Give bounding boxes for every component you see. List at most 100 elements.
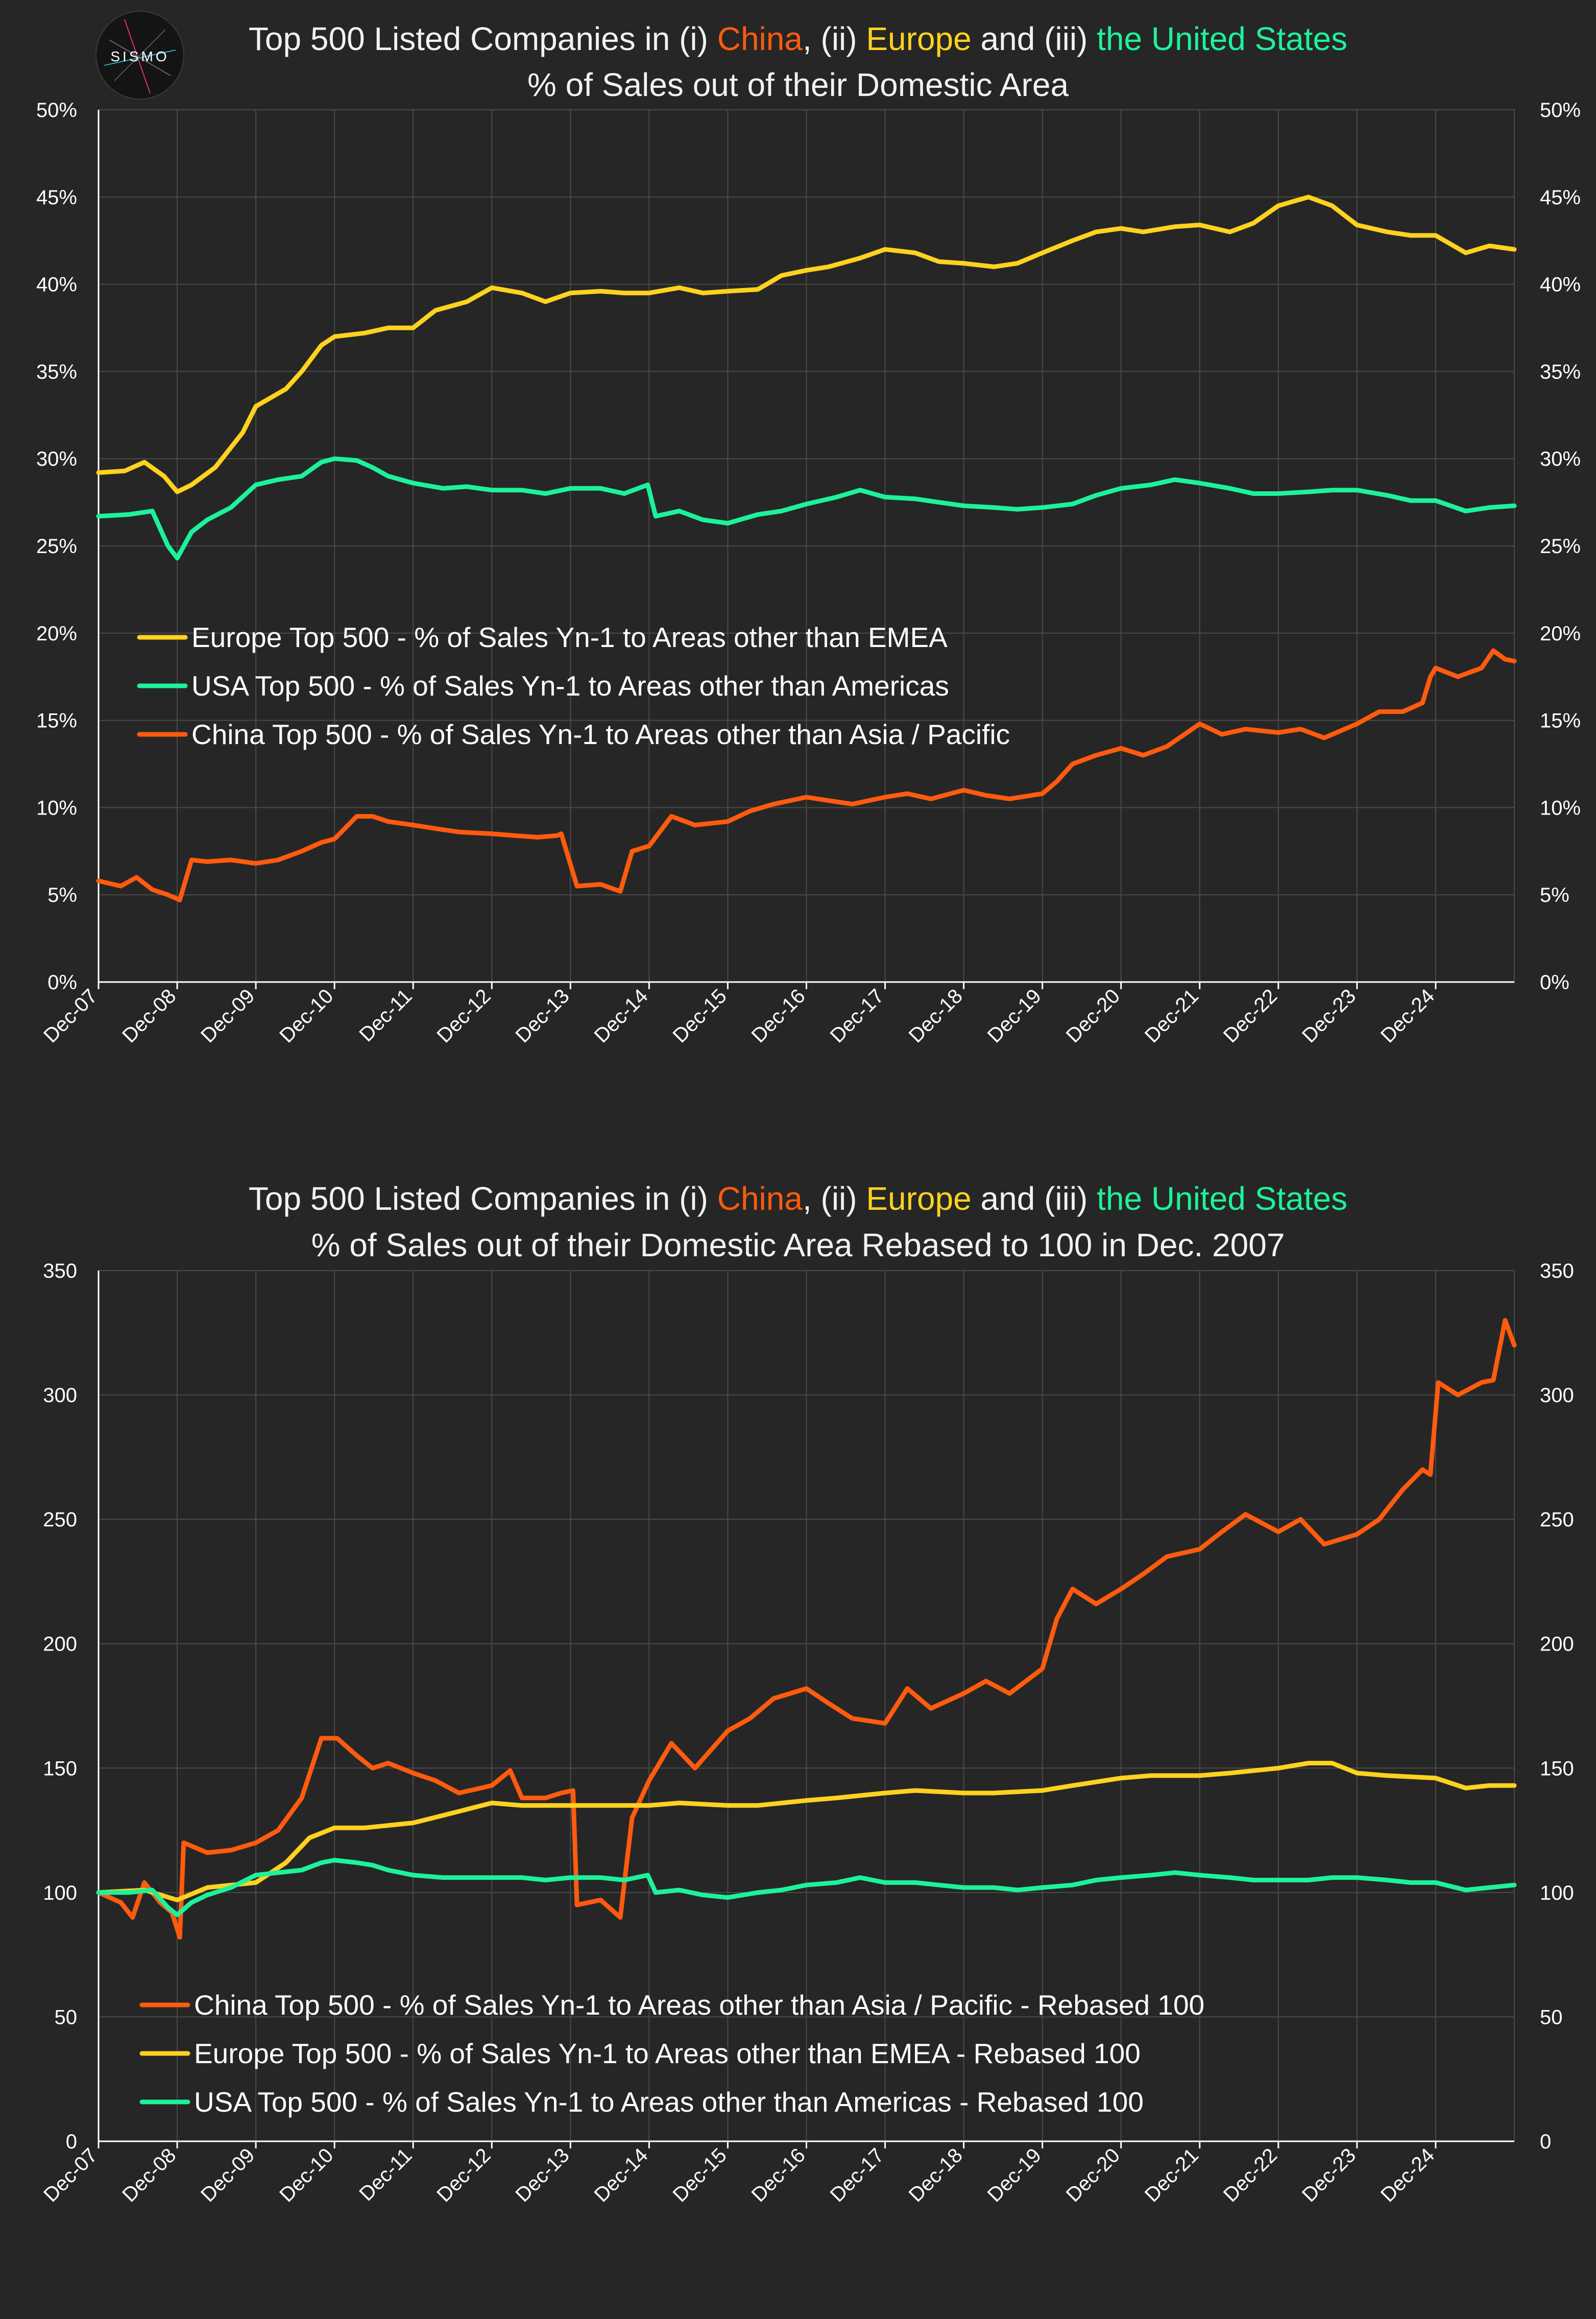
chart2-title-usa: the United States <box>1097 1180 1347 1217</box>
chart1-ytick-left: 0% <box>47 971 77 994</box>
chart1-ytick-left: 45% <box>36 186 77 209</box>
chart2-xtick-label: Dec-09 <box>197 2144 259 2206</box>
chart1-ytick-left: 10% <box>36 797 77 819</box>
chart1-subtitle: % of Sales out of their Domestic Area <box>527 66 1069 103</box>
chart1-ytick-left: 20% <box>36 623 77 645</box>
chart2-xtick-label: Dec-24 <box>1376 2144 1439 2206</box>
chart2-ytick-left: 300 <box>43 1384 77 1407</box>
chart2-xtick-label: Dec-10 <box>275 2144 337 2206</box>
chart1-plot: 0% 0% 5% 5% 10% 10% 15% 15% 20% 20% 25% 25% 30% 30% 35… <box>36 99 1581 1047</box>
chart1-ytick-left: 50% <box>36 99 77 122</box>
chart1-title-europe: Europe <box>866 20 971 57</box>
chart1-ytick-left: 30% <box>36 448 77 470</box>
chart2-xtick-label: Dec-17 <box>826 2144 888 2206</box>
chart2-ytick-left: 200 <box>43 1633 77 1656</box>
chart1-ytick-right: 45% <box>1540 186 1581 209</box>
chart1-series-europe <box>96 195 1517 494</box>
chart1-legend-label-china: China Top 500 - % of Sales Yn-1 to Areas… <box>191 719 1010 750</box>
sismo-logo-icon: SISMO <box>95 11 184 100</box>
chart2-legend-label-china: China Top 500 - % of Sales Yn-1 to Areas… <box>194 1989 1204 2021</box>
chart2-legend-label-usa: USA Top 500 - % of Sales Yn-1 to Areas o… <box>194 2086 1144 2118</box>
chart2-ytick-right: 350 <box>1540 1260 1574 1282</box>
chart1-xtick-label: Dec-23 <box>1298 985 1360 1047</box>
chart1-xtick-label: Dec-15 <box>669 985 731 1047</box>
chart2-ytick-right: 150 <box>1540 1757 1574 1780</box>
chart2-ytick-left: 0 <box>66 2131 77 2153</box>
chart2-title: Top 500 Listed Companies in (i) China, (… <box>249 1180 1347 1217</box>
chart1-xtick-label: Dec-09 <box>197 985 259 1047</box>
chart1-ytick-right: 20% <box>1540 623 1581 645</box>
chart1-ytick-left: 40% <box>36 274 77 296</box>
chart2-ytick-right: 100 <box>1540 1882 1574 1904</box>
chart2-xtick-label: Dec-21 <box>1141 2144 1203 2206</box>
chart1-xtick-label: Dec-10 <box>275 985 337 1047</box>
chart1-legend-label-usa: USA Top 500 - % of Sales Yn-1 to Areas o… <box>191 670 949 702</box>
sismo-logo: SISMO <box>94 9 186 101</box>
chart2-ytick-right: 250 <box>1540 1509 1574 1531</box>
chart2-xtick-label: Dec-19 <box>983 2144 1046 2206</box>
chart1-ytick-left: 5% <box>47 884 77 906</box>
chart1-ytick-left: 15% <box>36 710 77 732</box>
chart2-subtitle: % of Sales out of their Domestic Area Re… <box>311 1227 1285 1263</box>
chart2-ytick-left: 150 <box>43 1757 77 1780</box>
chart2-xtick-label: Dec-18 <box>905 2144 967 2206</box>
chart2-series-china <box>96 1318 1517 1940</box>
chart1-ytick-right: 0% <box>1540 971 1569 994</box>
chart1-ytick-left: 35% <box>36 361 77 383</box>
chart2-title-china: China <box>717 1180 803 1217</box>
chart2-xtick-label: Dec-15 <box>669 2144 731 2206</box>
chart1-ytick-right: 15% <box>1540 710 1581 732</box>
chart1-xtick-label: Dec-13 <box>511 985 573 1047</box>
chart1-ytick-right: 40% <box>1540 274 1581 296</box>
chart2-ytick-left: 100 <box>43 1882 77 1904</box>
chart2-xtick-label: Dec-13 <box>511 2144 573 2206</box>
chart1-xtick-label: Dec-22 <box>1219 985 1281 1047</box>
chart1-ytick-right: 10% <box>1540 797 1581 819</box>
chart2-ytick-right: 200 <box>1540 1633 1574 1656</box>
chart2-ytick-left: 250 <box>43 1509 77 1531</box>
chart1-xtick-label: Dec-11 <box>355 985 416 1046</box>
chart1-title-sep1: , (ii) <box>803 20 866 57</box>
chart1-series-china <box>96 648 1517 902</box>
chart2-series-usa <box>96 1858 1517 1918</box>
chart1-xtick-label: Dec-18 <box>905 985 967 1047</box>
chart1-xtick-label: Dec-17 <box>826 985 888 1047</box>
chart2-xtick-label: Dec-12 <box>432 2144 495 2206</box>
chart2-xtick-label: Dec-23 <box>1298 2144 1360 2206</box>
chart2-ytick-left: 350 <box>43 1260 77 1282</box>
chart1-xtick-label: Dec-20 <box>1062 985 1124 1047</box>
chart2-ytick-left: 50 <box>55 2006 78 2028</box>
chart1-ytick-right: 30% <box>1540 448 1581 470</box>
chart2-ytick-right: 50 <box>1540 2006 1563 2028</box>
chart1-series-usa <box>96 456 1517 561</box>
chart1-xtick-label: Dec-19 <box>983 985 1046 1047</box>
chart2-xtick-label: Dec-07 <box>39 2144 102 2206</box>
chart2-ytick-right: 0 <box>1540 2131 1551 2153</box>
chart2-title-europe: Europe <box>866 1180 971 1217</box>
chart1-ytick-left: 25% <box>36 535 77 558</box>
chart2-xtick-label: Dec-20 <box>1062 2144 1124 2206</box>
chart1-xtick-label: Dec-16 <box>747 985 810 1047</box>
chart2-title-prefix: Top 500 Listed Companies in (i) <box>249 1180 717 1217</box>
chart1-title-china: China <box>717 20 803 57</box>
chart2-title-sep1: , (ii) <box>803 1180 866 1217</box>
chart1-ytick-right: 50% <box>1540 99 1581 122</box>
chart1-title-usa: the United States <box>1097 20 1347 57</box>
chart2-plot: 0 0 50 50 100 100 150 150 200 200 250 250 300 300 350 3… <box>39 1260 1574 2207</box>
chart1-title-prefix: Top 500 Listed Companies in (i) <box>249 20 717 57</box>
chart2-series-europe <box>96 1761 1517 1902</box>
logo-text: SISMO <box>110 49 169 64</box>
chart2-ytick-right: 300 <box>1540 1384 1574 1407</box>
chart1-legend-label-europe: Europe Top 500 - % of Sales Yn-1 to Area… <box>191 621 948 653</box>
chart1-ytick-right: 5% <box>1540 884 1569 906</box>
chart1-ytick-right: 25% <box>1540 535 1581 558</box>
chart2-legend-label-europe: Europe Top 500 - % of Sales Yn-1 to Area… <box>194 2038 1141 2069</box>
chart1-xtick-label: Dec-21 <box>1141 985 1203 1047</box>
chart1-ytick-right: 35% <box>1540 361 1581 383</box>
chart2-xtick-label: Dec-08 <box>118 2144 180 2206</box>
chart2-xtick-label: Dec-14 <box>590 2144 652 2206</box>
chart1-xtick-label: Dec-08 <box>118 985 180 1047</box>
chart2-xtick-label: Dec-11 <box>355 2144 416 2205</box>
chart1-title-sep2: and (iii) <box>972 20 1097 57</box>
chart1-xtick-label: Dec-14 <box>590 985 652 1047</box>
